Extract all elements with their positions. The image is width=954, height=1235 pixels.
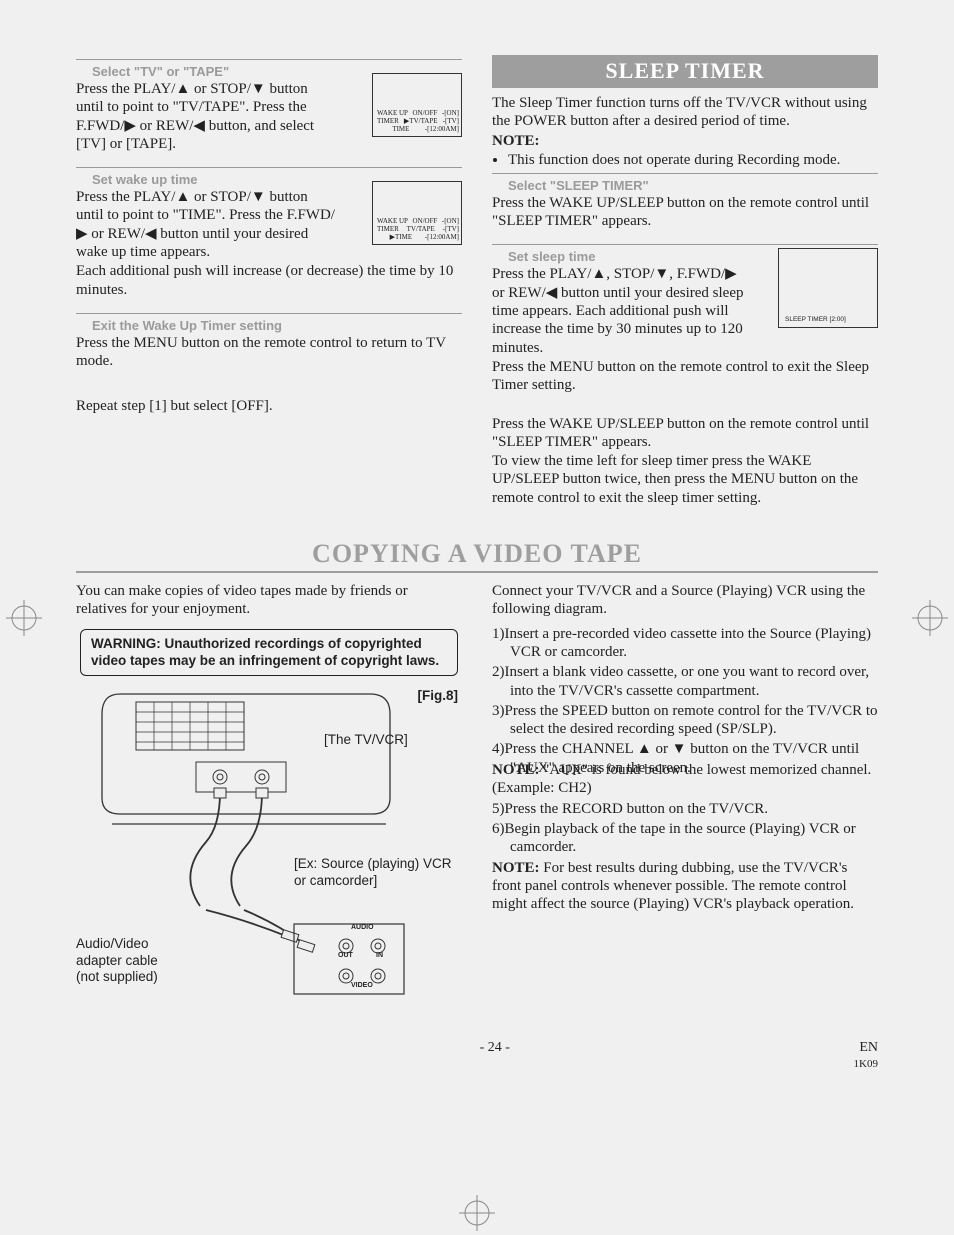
rule — [492, 244, 878, 245]
step-3: 3)Press the SPEED button on remote contr… — [492, 702, 878, 739]
osd-text: ▶TV/TAPE — [404, 117, 438, 125]
cropmark-left-icon — [6, 600, 42, 636]
warning-box: WARNING: Unauthorized recordings of copy… — [80, 629, 458, 677]
text-set-sleep-1: Press the PLAY/▲, STOP/▼, F.FWD/▶ or REW… — [492, 265, 752, 356]
text-connect-intro: Connect your TV/VCR and a Source (Playin… — [492, 582, 878, 619]
osd-text: -[TV] — [443, 225, 459, 233]
step-set-wake-time: Set wake up time Press the PLAY/▲ or STO… — [76, 167, 462, 299]
note-bold-2: NOTE: — [492, 860, 540, 876]
subhead-exit-wake: Exit the Wake Up Timer setting — [92, 318, 462, 333]
cropmark-right-icon — [912, 600, 948, 636]
rule — [76, 167, 462, 168]
page-footer: - 24 - EN 1K09 — [76, 1040, 878, 1071]
onscreen-display-sleep: SLEEP TIMER [2:00] — [778, 248, 878, 328]
step-set-sleep-time: Set sleep time SLEEP TIMER [2:00] Press … — [492, 244, 878, 394]
note-dubbing: NOTE: For best results during dubbing, u… — [492, 859, 878, 914]
osd-text: WAKE UP — [377, 217, 408, 225]
text-set-wake-time-2: Each additional push will increase (or d… — [76, 262, 462, 299]
top-columns: Select "TV" or "TAPE" Press the PLAY/▲ o… — [76, 55, 878, 521]
step-1: 1)Insert a pre-recorded video cassette i… — [492, 625, 878, 662]
footer-tag: EN 1K09 — [854, 1040, 878, 1071]
rule — [76, 313, 462, 314]
text-set-sleep-2: Press the MENU button on the remote cont… — [492, 358, 878, 395]
text-view-sleep-1: Press the WAKE UP/SLEEP button on the re… — [492, 415, 878, 452]
osd-text: -[TV] — [443, 117, 459, 125]
text-sleep-intro: The Sleep Timer function turns off the T… — [492, 94, 878, 131]
osd-sleep-text: SLEEP TIMER [2:00] — [785, 316, 846, 323]
osd-text: -[12:00AM] — [425, 233, 459, 241]
osd-text: TIMER — [377, 225, 399, 233]
text-copy-intro: You can make copies of video tapes made … — [76, 582, 462, 619]
osd-text: ON/OFF — [412, 217, 437, 225]
osd-text: -[ON] — [442, 217, 459, 225]
note-label: NOTE: — [492, 132, 878, 150]
right-column: SLEEP TIMER The Sleep Timer function tur… — [492, 55, 878, 521]
label-video: VIDEO — [351, 982, 373, 990]
footer-code: 1K09 — [854, 1058, 878, 1070]
figure-8: [Fig.8] [The TV/VCR] [Ex: Source (playin… — [76, 688, 462, 1018]
label-tvvcr: [The TV/VCR] — [324, 732, 408, 748]
rule — [492, 173, 878, 174]
heading-sleep-timer: SLEEP TIMER — [492, 55, 878, 88]
text-view-sleep-2: To view the time left for sleep timer pr… — [492, 452, 878, 507]
text-select-tv-tape: Press the PLAY/▲ or STOP/▼ button until … — [76, 80, 336, 153]
page-number: - 24 - — [480, 1040, 510, 1071]
rule — [76, 59, 462, 60]
onscreen-display-2: WAKE UP ON/OFF -[ON] TIMER TV/TAPE -[TV] ▶TI… — [372, 181, 462, 245]
note-item: This function does not operate during Re… — [508, 151, 878, 169]
text-set-wake-time-1: Press the PLAY/▲ or STOP/▼ button until … — [76, 188, 336, 261]
copy-right-column: Connect your TV/VCR and a Source (Playin… — [492, 581, 878, 1018]
osd-text: -[12:00AM] — [425, 125, 459, 133]
label-out: OUT — [338, 952, 353, 960]
osd-text: -[ON] — [442, 109, 459, 117]
subhead-select-sleep: Select "SLEEP TIMER" — [508, 178, 878, 193]
step-5: 5)Press the RECORD button on the TV/VCR. — [492, 800, 878, 818]
label-source: [Ex: Source (playing) VCR or camcorder] — [294, 856, 454, 888]
label-in: IN — [376, 952, 383, 960]
osd-text: ON/OFF — [412, 109, 437, 117]
osd-text: ▶TIME — [390, 233, 413, 241]
text-repeat-off: Repeat step [1] but select [OFF]. — [76, 397, 462, 415]
note-dubbing-text: For best results during dubbing, use the… — [492, 860, 854, 913]
manual-page: Select "TV" or "TAPE" Press the PLAY/▲ o… — [76, 55, 878, 1071]
osd-text: TIMER — [377, 117, 399, 125]
onscreen-display-1: WAKE UP ON/OFF -[ON] TIMER ▶TV/TAPE -[TV] TI… — [372, 73, 462, 137]
step-select-tv-tape: Select "TV" or "TAPE" Press the PLAY/▲ o… — [76, 59, 462, 153]
step-repeat-off: Repeat step [1] but select [OFF]. — [76, 397, 462, 415]
osd-text: WAKE UP — [377, 109, 408, 117]
osd-text: TIME — [392, 125, 409, 133]
step-exit-wake-timer: Exit the Wake Up Timer setting Press the… — [76, 313, 462, 371]
step-6: 6)Begin playback of the tape in the sour… — [492, 820, 878, 857]
osd-text: TV/TAPE — [407, 225, 435, 233]
copy-left-column: You can make copies of video tapes made … — [76, 581, 462, 1018]
label-audio: AUDIO — [351, 924, 374, 932]
text-select-sleep: Press the WAKE UP/SLEEP button on the re… — [492, 194, 878, 231]
cropmark-bottom-icon — [459, 1195, 495, 1231]
text-exit-wake: Press the MENU button on the remote cont… — [76, 334, 462, 371]
footer-lang: EN — [859, 1040, 878, 1055]
step-select-sleep-timer: Select "SLEEP TIMER" Press the WAKE UP/S… — [492, 173, 878, 231]
bottom-columns: You can make copies of video tapes made … — [76, 581, 878, 1018]
left-column: Select "TV" or "TAPE" Press the PLAY/▲ o… — [76, 55, 462, 521]
label-av-cable: Audio/Video adapter cable (not supplied) — [76, 936, 158, 985]
figure-label: [Fig.8] — [418, 688, 459, 703]
note-aux-full: NOTE: "AUX" is found below the lowest me… — [492, 761, 878, 798]
heading-copying-video-tape: COPYING A VIDEO TAPE — [76, 539, 878, 573]
note-list: This function does not operate during Re… — [492, 151, 878, 169]
step-2: 2)Insert a blank video cassette, or one … — [492, 663, 878, 700]
step-view-sleep-time: Press the WAKE UP/SLEEP button on the re… — [492, 415, 878, 507]
